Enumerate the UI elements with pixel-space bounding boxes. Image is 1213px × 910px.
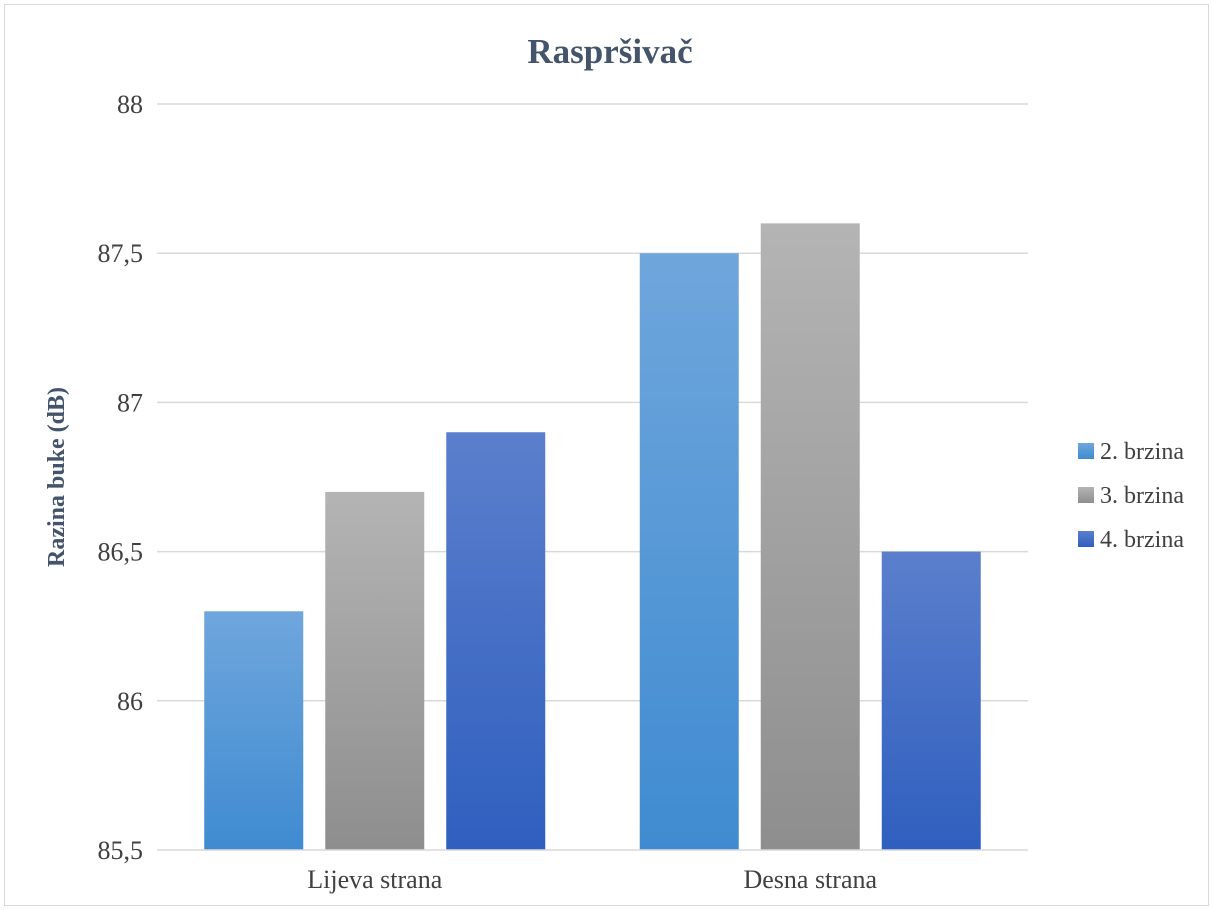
- bar: [639, 253, 739, 850]
- bar: [881, 551, 981, 850]
- x-tick-label: Lijeva strana: [307, 865, 442, 894]
- x-axis-ticks: Lijeva strana Desna strana: [307, 865, 877, 894]
- y-tick-label: 86: [117, 687, 143, 716]
- bar: [325, 491, 425, 850]
- bar: [204, 611, 304, 850]
- y-tick-label: 86,5: [98, 538, 144, 567]
- legend-swatch: [1078, 531, 1094, 547]
- y-axis-label: Razina buke (dB): [44, 387, 70, 567]
- y-tick-label: 88: [117, 90, 143, 119]
- y-tick-label: 87: [117, 388, 143, 417]
- legend-swatch: [1078, 487, 1094, 503]
- legend-label: 2. brzina: [1100, 439, 1184, 465]
- legend: 2. brzina 3. brzina 4. brzina: [1078, 439, 1184, 553]
- y-axis-ticks: 85,5 86 86,5 87 87,5 88: [98, 90, 144, 865]
- y-tick-label: 87,5: [98, 239, 144, 268]
- bar: [446, 432, 546, 850]
- chart-title: Raspršivač: [527, 32, 692, 71]
- x-tick-label: Desna strana: [743, 865, 877, 894]
- legend-swatch: [1078, 443, 1094, 459]
- y-tick-label: 85,5: [98, 836, 144, 865]
- legend-label: 3. brzina: [1100, 483, 1184, 509]
- bar: [760, 223, 860, 851]
- legend-label: 4. brzina: [1100, 527, 1184, 553]
- bars: [204, 223, 981, 851]
